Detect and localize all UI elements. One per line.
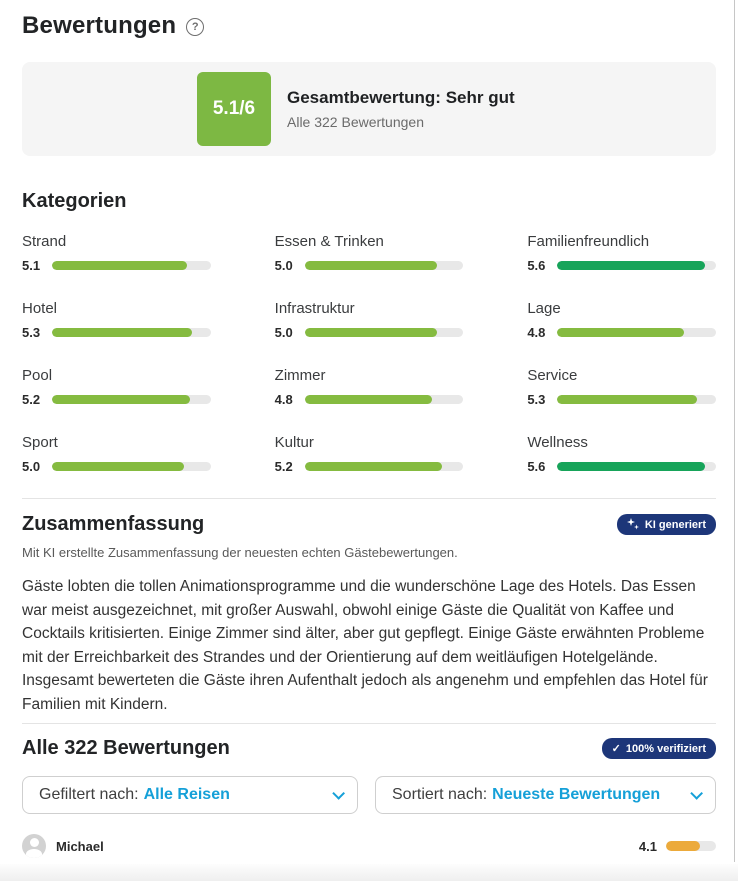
category-bar (52, 462, 211, 471)
page-header: Bewertungen ? (22, 12, 716, 40)
category-bar (52, 395, 211, 404)
category-bar-fill (52, 395, 190, 404)
category-bar (557, 261, 716, 270)
category-score: 5.2 (22, 392, 41, 407)
category-bar-fill (557, 328, 685, 337)
category-score: 4.8 (274, 392, 293, 407)
category-score: 4.8 (527, 325, 546, 340)
category-bar-fill (52, 328, 193, 337)
category-label: Familienfreundlich (527, 233, 650, 250)
category-score: 5.6 (527, 459, 546, 474)
category-bar (557, 395, 716, 404)
category-item: Service 5.3 (527, 367, 716, 407)
bottom-fade (0, 864, 738, 881)
divider (22, 498, 716, 499)
chevron-down-icon (332, 786, 345, 800)
category-bar (52, 261, 211, 270)
category-item: Sport 5.0 (22, 434, 211, 474)
sort-dropdown[interactable]: Sortiert nach: Neueste Bewertungen (375, 776, 716, 814)
filter-dropdown-value: Alle Reisen (143, 786, 230, 803)
category-bar-fill (52, 462, 185, 471)
verified-badge: ✓ 100% verifiziert (601, 738, 716, 759)
category-score: 5.0 (22, 459, 41, 474)
help-icon[interactable]: ? (186, 18, 205, 36)
category-label: Sport (22, 434, 58, 451)
sort-dropdown-label: Sortiert nach: (392, 786, 488, 803)
category-bar (304, 328, 464, 337)
category-bar (304, 395, 464, 404)
category-label: Wellness (527, 434, 588, 451)
category-bar-fill (304, 328, 437, 337)
review-score: 4.1 (638, 838, 657, 854)
category-bar-fill (304, 462, 443, 471)
category-label: Infrastruktur (274, 300, 355, 317)
sort-dropdown-value: Neueste Bewertungen (492, 786, 661, 803)
reviewer-name: Michael (56, 838, 104, 854)
category-score: 5.3 (527, 392, 546, 407)
verified-badge-label: 100% verifiziert (625, 742, 706, 755)
category-bar-fill (557, 462, 706, 471)
category-label: Lage (527, 300, 561, 317)
category-item: Essen & Trinken 5.0 (275, 233, 464, 273)
category-score: 5.1 (22, 258, 41, 273)
sparkles-icon (626, 518, 639, 530)
chevron-down-icon (690, 786, 703, 800)
category-score: 5.3 (22, 325, 41, 340)
category-item: Lage 4.8 (527, 300, 716, 340)
category-score: 5.0 (274, 325, 293, 340)
category-label: Essen & Trinken (274, 233, 384, 250)
review-rating-bar (666, 841, 716, 851)
check-icon: ✓ (611, 743, 621, 755)
summary-subtitle: Mit KI erstellte Zusammenfassung der neu… (22, 545, 458, 560)
categories-grid: Strand 5.1 Essen & Trinken 5.0 Familienf… (22, 233, 716, 474)
category-item: Strand 5.1 (22, 233, 211, 273)
overall-rating-title: Gesamtbewertung: Sehr gut (287, 88, 515, 107)
category-item: Infrastruktur 5.0 (275, 300, 464, 340)
filter-dropdown-label: Gefiltert nach: (39, 786, 139, 803)
category-score: 5.2 (274, 459, 293, 474)
category-label: Strand (22, 233, 67, 250)
category-bar-fill (304, 395, 432, 404)
category-bar (304, 462, 464, 471)
category-bar (52, 328, 211, 337)
overall-rating-box: 5.1/6 Gesamtbewertung: Sehr gut Alle 322… (22, 62, 716, 156)
filter-dropdown[interactable]: Gefiltert nach: Alle Reisen (22, 776, 358, 814)
category-bar (304, 261, 464, 270)
category-label: Kultur (274, 434, 314, 451)
category-bar-fill (557, 395, 698, 404)
reviews-heading: Alle 322 Bewertungen (22, 737, 230, 759)
category-label: Hotel (22, 300, 58, 317)
category-bar-fill (52, 261, 187, 270)
category-bar-fill (304, 261, 437, 270)
category-item: Hotel 5.3 (22, 300, 211, 340)
user-avatar-icon (22, 834, 46, 858)
category-item: Kultur 5.2 (275, 434, 464, 474)
overall-rating-subtitle: Alle 322 Bewertungen (287, 114, 424, 130)
category-bar (557, 462, 716, 471)
category-label: Zimmer (274, 367, 326, 384)
category-label: Pool (22, 367, 53, 384)
category-item: Zimmer 4.8 (275, 367, 464, 407)
review-list-item[interactable]: Michael 4.1 (22, 834, 716, 858)
category-item: Pool 5.2 (22, 367, 211, 407)
overall-score-badge: 5.1/6 (197, 72, 271, 146)
ai-generated-badge: KI generiert (616, 514, 716, 535)
summary-heading: Zusammenfassung (22, 513, 205, 535)
divider (22, 723, 716, 724)
page-title: Bewertungen (22, 12, 177, 39)
ai-generated-badge-label: KI generiert (644, 518, 706, 531)
review-rating-bar-fill (666, 841, 701, 851)
categories-heading: Kategorien (22, 190, 127, 212)
category-item: Wellness 5.6 (527, 434, 716, 474)
category-bar-fill (557, 261, 706, 270)
summary-text: Gäste lobten die tollen Animationsprogra… (22, 578, 708, 713)
category-score: 5.0 (274, 258, 293, 273)
category-score: 5.6 (527, 258, 546, 273)
window-edge (734, 0, 735, 862)
category-item: Familienfreundlich 5.6 (527, 233, 716, 273)
category-label: Service (527, 367, 578, 384)
category-bar (557, 328, 716, 337)
